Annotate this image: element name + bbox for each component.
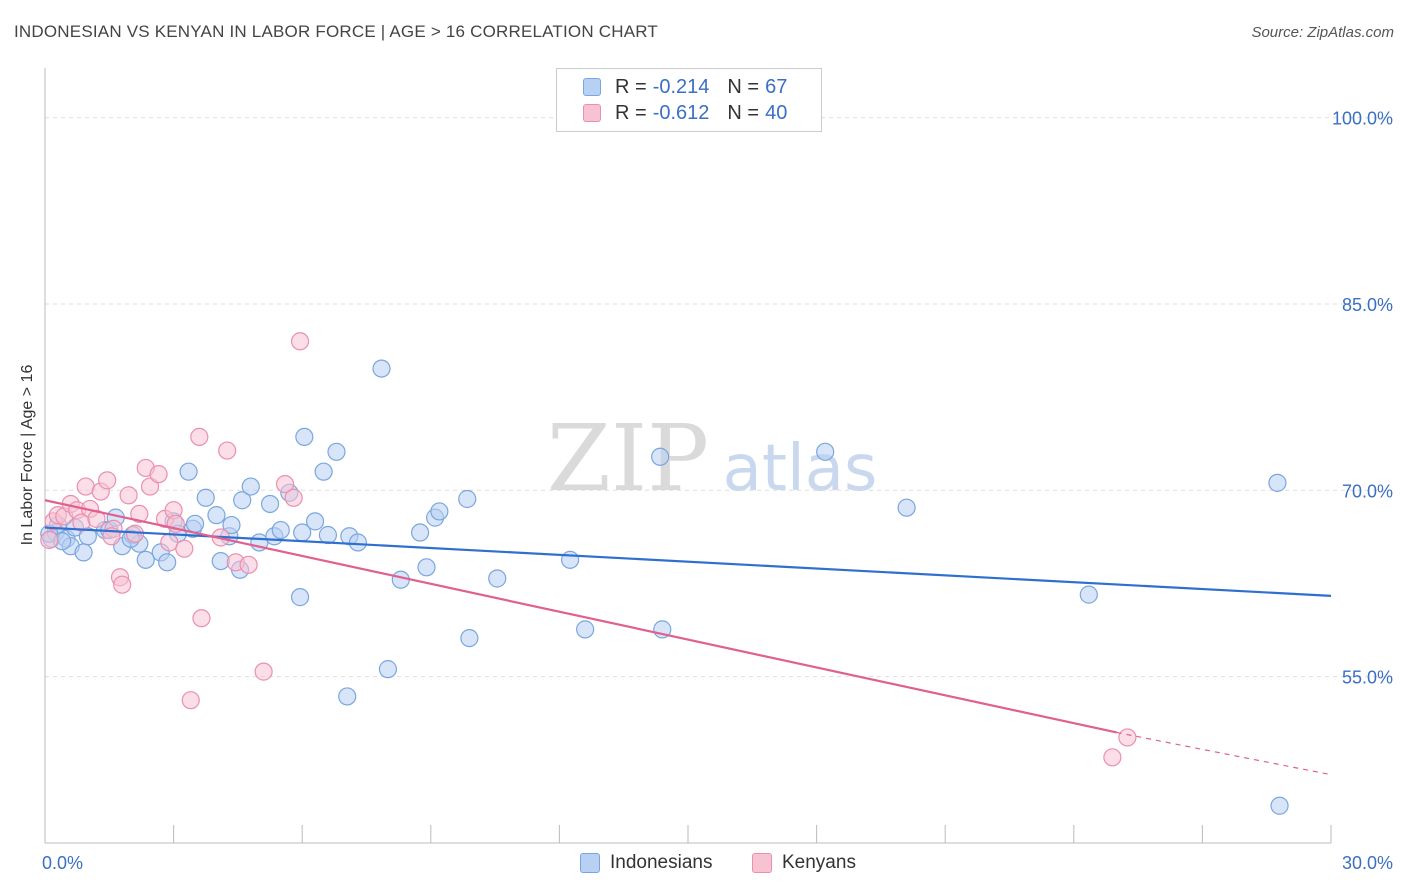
indonesian-point <box>179 462 198 481</box>
indonesian-point <box>185 514 205 533</box>
source-label: Source: ZipAtlas.com <box>1251 24 1394 41</box>
indonesian-point <box>305 512 325 531</box>
legend-n-value: 67 <box>765 75 788 98</box>
indonesian-point <box>222 515 241 535</box>
kenyan-point <box>181 691 200 710</box>
y-tick-label: 100.0% <box>1332 109 1393 129</box>
kenyan-point <box>284 488 303 507</box>
indonesian-point <box>74 543 93 562</box>
indonesian-point <box>290 588 310 607</box>
indonesian-point <box>430 502 449 521</box>
watermark-zip: ZIP <box>547 405 709 512</box>
indonesian-point <box>196 488 215 507</box>
legend-item-kenyans[interactable]: Kenyans <box>752 852 856 874</box>
x-tick-label: 0.0% <box>42 853 83 873</box>
kenyan-point <box>113 575 132 594</box>
indonesian-point <box>897 498 916 517</box>
legend-row-kenyans: R = -0.612 N = 40 <box>583 101 787 125</box>
indonesian-point <box>338 687 357 706</box>
y-tick-label: 70.0% <box>1342 481 1393 501</box>
indonesian-point <box>816 442 835 461</box>
indonesian-point <box>318 525 338 545</box>
kenyans-trend-extension <box>1116 731 1332 776</box>
indonesian-point <box>348 533 368 552</box>
indonesian-point <box>1268 473 1287 492</box>
legend-r-label: R = <box>615 101 647 124</box>
swatch-kenyans <box>752 853 772 873</box>
label-kenyans: Kenyans <box>782 852 856 873</box>
y-gridlines <box>45 117 1392 678</box>
kenyan-point <box>119 486 138 505</box>
legend-row-indonesians: R = -0.214 N = 67 <box>583 75 787 99</box>
indonesian-point <box>241 477 260 496</box>
watermark-atlas: atlas <box>723 432 878 506</box>
indonesian-point <box>417 558 436 577</box>
indonesian-point <box>260 494 280 514</box>
legend-r-value: -0.214 <box>652 75 710 98</box>
kenyan-point <box>76 477 95 496</box>
y-tick-label: 85.0% <box>1342 295 1393 315</box>
kenyan-point <box>275 474 295 494</box>
kenyan-point <box>98 471 117 490</box>
kenyan-point <box>290 332 310 351</box>
y-axis-label: In Labor Force | Age > 16 <box>19 364 36 546</box>
indonesian-point <box>561 550 580 569</box>
indonesian-point <box>1079 585 1098 604</box>
trend-lines <box>44 499 1332 776</box>
indonesian-point <box>651 447 670 466</box>
kenyan-point <box>140 477 160 496</box>
indonesian-point <box>158 553 177 572</box>
series-legend: Indonesians Kenyans <box>0 852 1406 876</box>
indonesian-point <box>271 520 290 540</box>
kenyan-point <box>149 465 168 484</box>
indonesian-point <box>410 523 430 542</box>
kenyan-point <box>125 524 145 543</box>
legend-n-value: 40 <box>765 101 788 124</box>
indonesian-point <box>576 620 595 639</box>
legend-swatch-pink <box>583 104 601 122</box>
tick-labels: 100.0% 85.0% 70.0% 55.0% 0.0% 30.0% <box>42 109 1393 873</box>
x-ticks <box>44 825 1332 843</box>
kenyan-point <box>40 530 59 550</box>
x-tick-label: 30.0% <box>1342 853 1393 873</box>
indonesian-point <box>233 491 252 510</box>
kenyans-trend-line <box>44 499 1117 734</box>
indonesian-point <box>136 550 155 569</box>
kenyan-point <box>190 427 209 447</box>
indonesian-point <box>460 628 479 648</box>
legend-n-label: N = <box>727 101 760 124</box>
indonesian-point <box>295 427 314 447</box>
kenyans-points <box>40 332 1137 767</box>
indonesian-point <box>458 489 477 509</box>
stats-legend: R = -0.214 N = 67 R = -0.612 N = 40 <box>556 68 822 132</box>
chart-title: INDONESIAN VS KENYAN IN LABOR FORCE | AG… <box>14 22 658 41</box>
kenyan-point <box>1118 728 1137 747</box>
watermark: ZIP atlas <box>547 405 877 512</box>
legend-r-label: R = <box>615 75 647 98</box>
y-tick-label: 55.0% <box>1342 668 1393 688</box>
legend-n-label: N = <box>727 75 760 98</box>
legend-item-indonesians[interactable]: Indonesians <box>580 852 712 874</box>
kenyan-point <box>175 539 194 558</box>
indonesian-point <box>1270 796 1289 815</box>
indonesian-point <box>314 462 333 481</box>
indonesian-point <box>207 506 226 525</box>
kenyan-point <box>218 441 237 460</box>
indonesian-point <box>378 660 398 679</box>
kenyan-point <box>130 504 149 524</box>
indonesian-point <box>372 359 391 378</box>
indonesian-point <box>211 551 230 571</box>
kenyan-point <box>254 662 273 681</box>
indonesian-point <box>327 442 346 461</box>
indonesian-point <box>488 569 507 588</box>
legend-swatch-blue <box>583 78 601 96</box>
kenyan-point <box>1103 748 1122 767</box>
kenyan-point <box>239 555 258 574</box>
label-indonesians: Indonesians <box>610 852 713 873</box>
legend-r-value: -0.612 <box>652 101 710 124</box>
indonesians-trend-line <box>44 526 1332 597</box>
kenyan-point <box>192 609 211 628</box>
swatch-indonesians <box>580 853 600 873</box>
